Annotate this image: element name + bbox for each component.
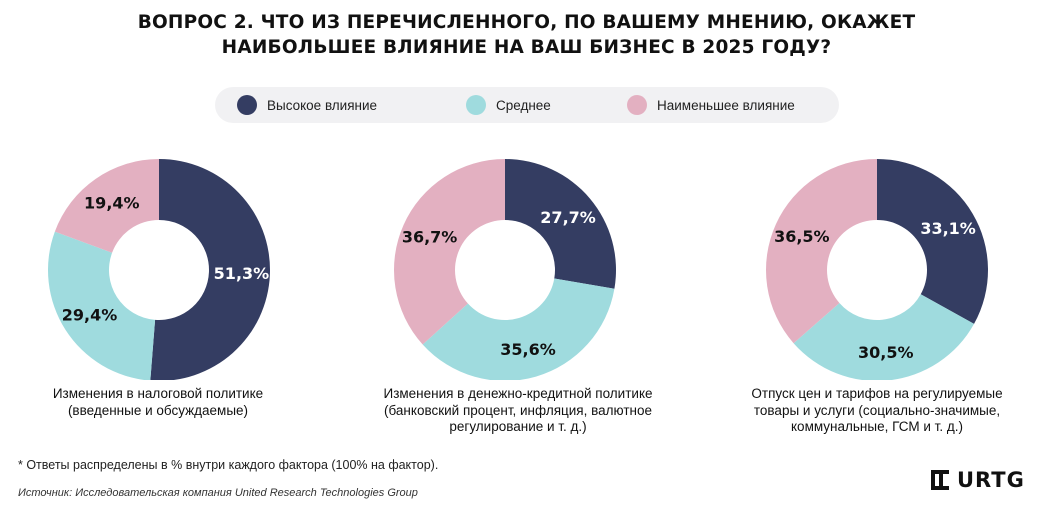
donut-chart-2: 27,7% 35,6% 36,7%: [393, 159, 616, 380]
caption-line: Отпуск цен и тарифов на регулируемые: [751, 386, 1003, 401]
data-label-low: 19,4%: [84, 193, 140, 212]
caption-line: Изменения в налоговой политике: [52, 386, 264, 401]
data-label-high: 51,3%: [214, 264, 270, 283]
slice-low: [393, 159, 505, 345]
legend-item-medium: Среднее: [466, 87, 551, 123]
urtg-logo-text: URTG: [957, 468, 1025, 492]
legend-item-low: Наименьшее влияние: [627, 87, 795, 123]
donut-charts: 51,3% 29,4% 19,4% 27,7% 35,6% 36,7% 33,1% 30,5%…: [48, 159, 989, 380]
urtg-logo-icon: [931, 470, 949, 490]
data-label-high: 27,7%: [540, 208, 596, 227]
chart-caption-tariffs: Отпуск цен и тарифов на регулируемые тов…: [712, 386, 1042, 436]
caption-line: коммунальные, ГСМ и т. д.): [791, 419, 963, 434]
donut-chart-1: 51,3% 29,4% 19,4%: [48, 159, 270, 380]
data-label-low: 36,5%: [774, 227, 830, 246]
legend-swatch-medium: [466, 95, 486, 115]
data-label-high: 33,1%: [920, 219, 976, 238]
legend-swatch-low: [627, 95, 647, 115]
slice-high: [505, 159, 616, 289]
legend-label-low: Наименьшее влияние: [657, 97, 795, 113]
urtg-logo: URTG: [929, 468, 1025, 492]
data-label-low: 36,7%: [402, 228, 458, 247]
data-label-medium: 29,4%: [62, 305, 118, 324]
caption-line: товары и услуги (социально-значимые,: [753, 402, 1001, 418]
slice-high: [150, 159, 270, 380]
caption-line: регулирование и т. д.): [449, 419, 587, 434]
legend-label-medium: Среднее: [496, 97, 551, 113]
chart-legend: Высокое влияние Среднее Наименьшее влиян…: [215, 87, 839, 123]
legend-label-high: Высокое влияние: [267, 97, 378, 113]
chart-caption-tax: Изменения в налоговой политике (введенны…: [8, 386, 308, 419]
page-title: ВОПРОС 2. ЧТО ИЗ ПЕРЕЧИСЛЕННОГО, ПО ВАШЕ…: [0, 10, 1053, 60]
caption-line: Изменения в денежно-кредитной политике: [383, 386, 653, 401]
slice-high: [877, 159, 989, 324]
caption-line: (введенные и обсуждаемые): [67, 402, 249, 418]
donut-chart-3: 33,1% 30,5% 36,5%: [766, 159, 989, 380]
source-note: Источник: Исследовательская компания Uni…: [18, 487, 418, 499]
legend-item-high: Высокое влияние: [237, 87, 377, 123]
slice-low: [54, 159, 160, 253]
footnote: * Ответы распределены в % внутри каждого…: [18, 458, 439, 472]
slice-medium: [48, 231, 156, 380]
chart-caption-monetary: Изменения в денежно-кредитной политике (…: [343, 386, 693, 436]
data-label-medium: 35,6%: [500, 340, 556, 359]
data-label-medium: 30,5%: [858, 343, 914, 362]
slice-medium: [422, 278, 615, 380]
legend-swatch-high: [237, 95, 257, 115]
slice-low: [766, 159, 877, 344]
title-line-2: НАИБОЛЬШЕЕ ВЛИЯНИЕ НА ВАШ БИЗНЕС В 2025 …: [221, 37, 832, 58]
slice-medium: [793, 294, 975, 380]
title-line-1: ВОПРОС 2. ЧТО ИЗ ПЕРЕЧИСЛЕННОГО, ПО ВАШЕ…: [137, 12, 916, 33]
caption-line: (банковский процент, инфляция, валютное: [384, 402, 652, 418]
